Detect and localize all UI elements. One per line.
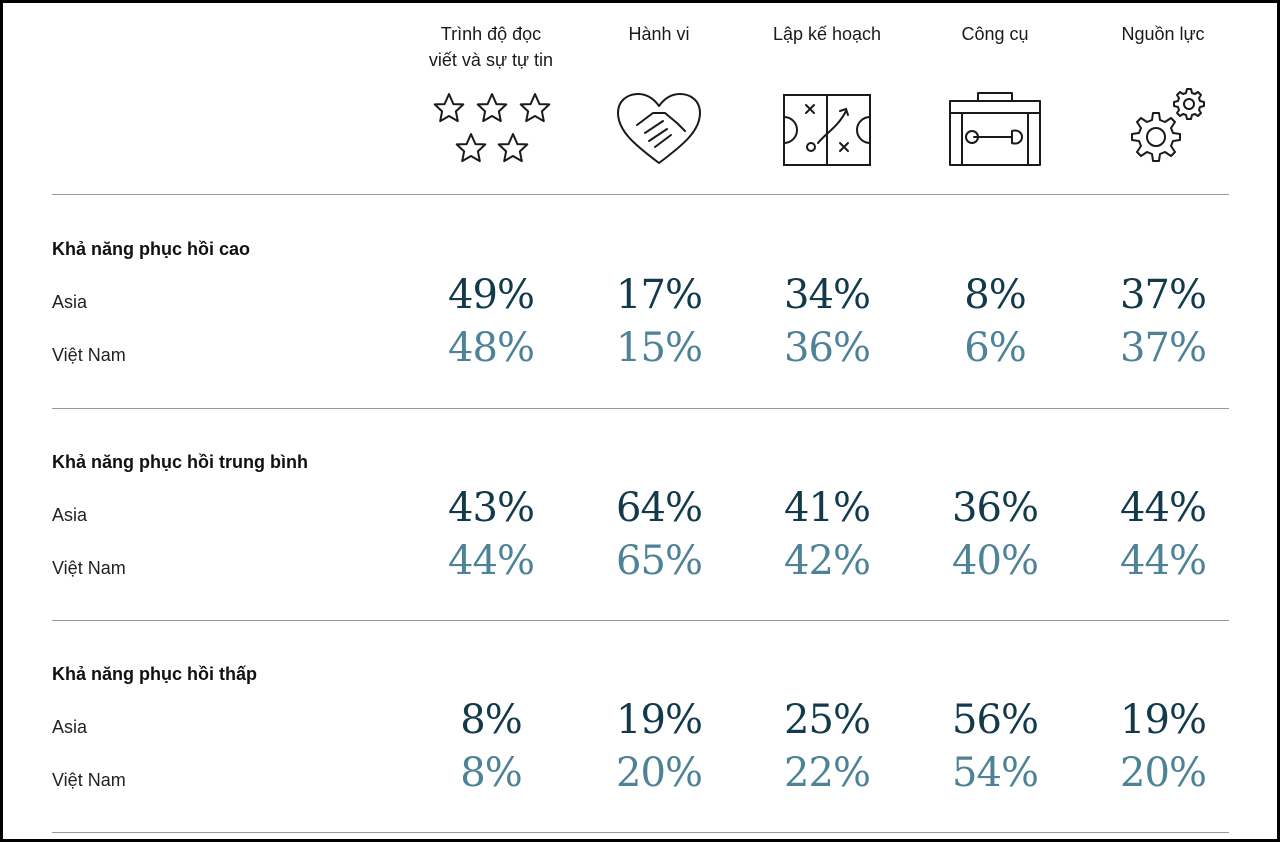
- value-cell: 6%: [964, 325, 1026, 371]
- value-cell: 64%: [616, 485, 703, 531]
- group-title-high: Khả năng phục hồi cao: [52, 239, 251, 259]
- column-header-literacy: Trình độ đọc viết và sự tự tin: [428, 24, 554, 70]
- value-cell: 42%: [784, 538, 871, 584]
- column-header-planning: Lập kế hoạch: [772, 24, 882, 44]
- value-cell: 43%: [448, 485, 535, 531]
- gears-icon: [1131, 88, 1205, 162]
- value-cell: 19%: [1120, 697, 1207, 743]
- value-cell: 44%: [1120, 485, 1207, 531]
- value-cell: 25%: [784, 697, 871, 743]
- value-cell: 40%: [952, 538, 1039, 584]
- value-cell: 20%: [1120, 750, 1207, 796]
- row-label-vietnam: Việt Nam: [52, 345, 126, 365]
- row-label-vietnam: Việt Nam: [52, 558, 126, 578]
- value-cell: 19%: [616, 697, 703, 743]
- value-cell: 34%: [784, 272, 871, 318]
- heart-handshake-icon: [617, 93, 701, 164]
- row-label-asia: Asia: [52, 717, 88, 737]
- stars-icon: [433, 93, 551, 163]
- value-cell: 44%: [448, 538, 535, 584]
- row-label-asia: Asia: [52, 505, 88, 525]
- divider: [52, 408, 1229, 409]
- value-cell: 22%: [784, 750, 871, 796]
- value-cell: 48%: [448, 325, 535, 371]
- value-cell: 8%: [460, 750, 522, 796]
- value-cell: 44%: [1120, 538, 1207, 584]
- row-label-vietnam: Việt Nam: [52, 770, 126, 790]
- toolbox-icon: [949, 92, 1041, 166]
- value-cell: 17%: [616, 272, 703, 318]
- value-cell: 8%: [460, 697, 522, 743]
- divider: [52, 832, 1229, 833]
- value-cell: 56%: [952, 697, 1039, 743]
- value-cell: 37%: [1120, 272, 1207, 318]
- value-cell: 15%: [616, 325, 703, 371]
- value-cell: 36%: [784, 325, 871, 371]
- value-cell: 36%: [952, 485, 1039, 531]
- value-cell: 41%: [784, 485, 871, 531]
- divider: [52, 194, 1229, 195]
- column-header-tools: Công cụ: [961, 24, 1029, 44]
- value-cell: 54%: [952, 750, 1039, 796]
- group-title-medium: Khả năng phục hồi trung bình: [52, 452, 308, 472]
- divider: [52, 620, 1229, 621]
- column-header-behavior: Hành vi: [628, 24, 690, 44]
- value-cell: 65%: [616, 538, 703, 584]
- row-label-asia: Asia: [52, 292, 88, 312]
- value-cell: 49%: [448, 272, 535, 318]
- strategy-board-icon: [783, 94, 871, 166]
- value-cell: 37%: [1120, 325, 1207, 371]
- value-cell: 20%: [616, 750, 703, 796]
- group-title-low: Khả năng phục hồi thấp: [52, 664, 257, 684]
- resilience-table: Trình độ đọc viết và sự tự tin Hành vi L…: [3, 3, 1277, 839]
- column-header-resources: Nguồn lực: [1121, 24, 1205, 44]
- value-cell: 8%: [964, 272, 1026, 318]
